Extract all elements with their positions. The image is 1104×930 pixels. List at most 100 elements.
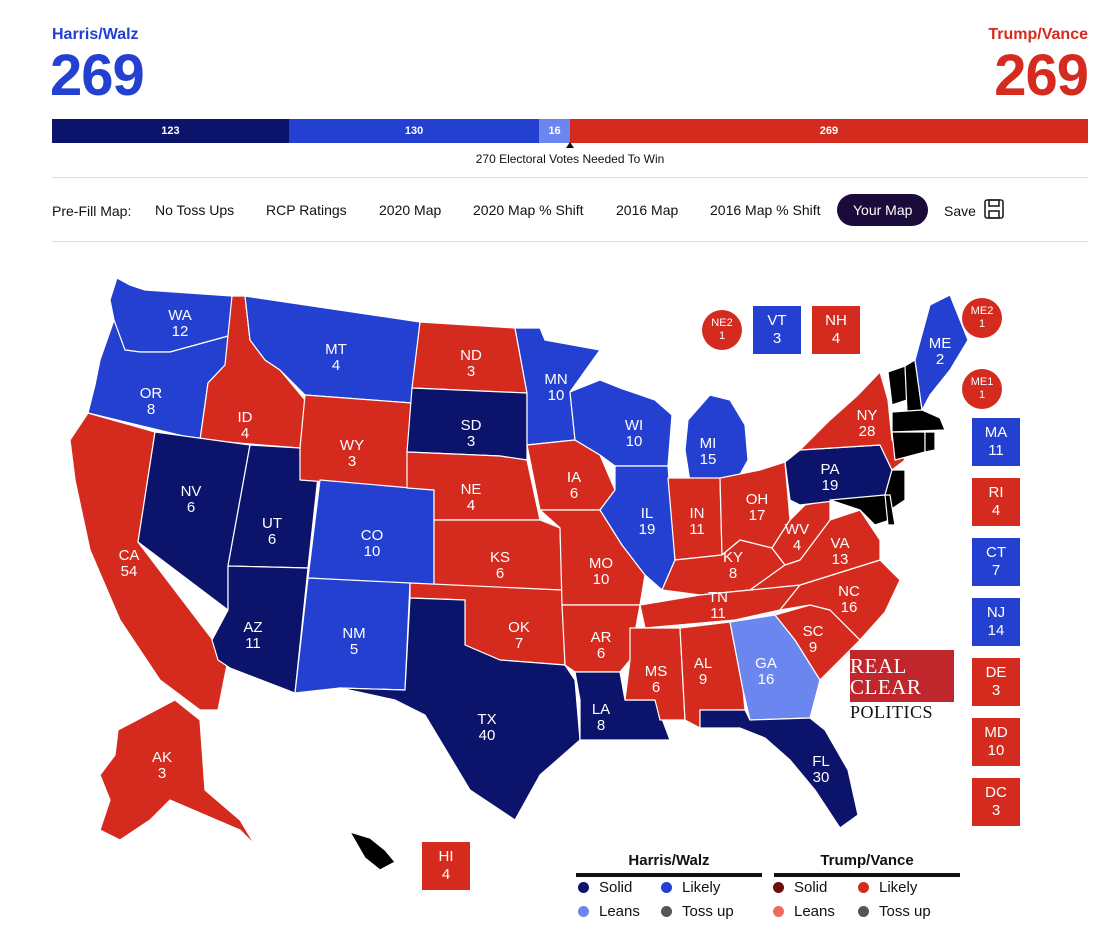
state-label-wi: WI 10	[625, 417, 643, 450]
trump-vance-total: 269	[994, 43, 1089, 108]
bar-segment-label: 123	[161, 125, 180, 137]
state-label-in: IN 11	[689, 505, 705, 538]
district-abbr: ME1	[970, 376, 994, 388]
box-md[interactable]: MD 10	[972, 718, 1020, 766]
state-mi[interactable]	[684, 394, 749, 483]
state-label-mt: MT 4	[325, 341, 347, 374]
state-labels-layer: WA 12 OR 8 CA 54 ID 4 NV 6 UT 6 AZ 11 MT 4 WY 3 C…	[119, 307, 952, 786]
prefill-your-map-button[interactable]: Your Map	[837, 194, 929, 226]
state-ri[interactable]	[924, 431, 936, 453]
logo-text-clear: CLEAR	[850, 675, 922, 699]
legend-harris-solid: Solid	[578, 879, 632, 896]
legend-harris-title: Harris/Walz	[576, 852, 762, 877]
state-vt[interactable]	[887, 365, 908, 406]
bar-segment-label: 130	[404, 125, 424, 137]
box-ev: 4	[831, 330, 841, 347]
save-button[interactable]: Save	[944, 203, 976, 219]
legend-label: Likely	[682, 879, 721, 896]
bar-segment-label: 16	[548, 125, 561, 137]
bar-segment-label: 269	[819, 125, 839, 137]
state-fl[interactable]	[699, 709, 859, 829]
state-ma[interactable]	[891, 409, 946, 433]
legend-label: Likely	[879, 879, 918, 896]
state-ny[interactable]	[799, 371, 906, 471]
state-label-ne: NE 4	[461, 481, 482, 514]
box-abbr: NJ	[986, 604, 1006, 621]
state-md[interactable]	[829, 494, 891, 526]
legend-label: Toss up	[682, 903, 734, 920]
box-ri[interactable]: RI 4	[972, 478, 1020, 526]
logo-red-block	[850, 650, 954, 702]
state-label-ga: GA 16	[755, 655, 777, 688]
box-vt[interactable]: VT 3	[753, 306, 801, 354]
legend-trump-leans: Leans	[773, 903, 835, 920]
bar-segment-dem-solid: 123	[52, 119, 289, 143]
prefill-2016-map-button[interactable]: 2016 Map	[616, 202, 679, 218]
state-label-ks: KS 6	[490, 549, 510, 582]
box-ev: 3	[991, 802, 1001, 819]
majority-marker	[566, 142, 574, 148]
box-abbr: DC	[985, 784, 1007, 801]
prefill-rcp-ratings-button[interactable]: RCP Ratings	[266, 202, 347, 218]
box-abbr: CT	[986, 544, 1006, 561]
state-label-ky: KY 8	[723, 549, 743, 582]
box-de[interactable]: DE 3	[972, 658, 1020, 706]
state-label-wa: WA 12	[168, 307, 192, 340]
state-label-ak: AK 3	[152, 749, 172, 782]
prefill-2016-shift-button[interactable]: 2016 Map % Shift	[710, 202, 821, 218]
district-abbr: NE2	[711, 317, 733, 329]
state-wi[interactable]	[569, 379, 673, 467]
state-az[interactable]	[211, 565, 309, 694]
box-ev: 14	[987, 622, 1005, 639]
logo-text-real: REAL	[850, 654, 907, 678]
bar-segment-dem-leans: 16	[539, 119, 570, 143]
legend-dot	[773, 906, 784, 917]
legend-trump-title: Trump/Vance	[774, 852, 960, 877]
state-hi[interactable]	[349, 831, 396, 871]
state-label-ca: CA 54	[119, 547, 140, 580]
box-ev: 4	[441, 866, 451, 883]
state-de[interactable]	[884, 494, 896, 526]
box-hi[interactable]: HI 4	[422, 842, 470, 890]
prefill-2020-shift-button[interactable]: 2020 Map % Shift	[473, 202, 584, 218]
state-label-ar: AR 6	[591, 629, 612, 662]
prefill-no-toss-ups-button[interactable]: No Toss Ups	[155, 202, 235, 218]
box-ev: 4	[991, 502, 1001, 519]
legend-trump-tossup: Toss up	[858, 903, 931, 920]
box-nj[interactable]: NJ 14	[972, 598, 1020, 646]
legend-dot	[661, 882, 672, 893]
floppy-disk-icon[interactable]	[983, 198, 1005, 220]
state-tx[interactable]	[339, 597, 581, 821]
state-wv[interactable]	[771, 499, 831, 566]
district-me2[interactable]: ME2 1	[962, 298, 1002, 338]
legend-dot	[773, 882, 784, 893]
state-label-pa: PA 19	[821, 461, 840, 494]
box-nh[interactable]: NH 4	[812, 306, 860, 354]
harris-walz-total: 269	[50, 43, 145, 108]
state-ct[interactable]	[891, 431, 926, 461]
legend-trump-likely: Likely	[858, 879, 917, 896]
box-ev: 7	[991, 562, 1001, 579]
state-me[interactable]	[914, 294, 969, 411]
district-me1[interactable]: ME1 1	[962, 369, 1002, 409]
district-ev: 1	[978, 318, 986, 330]
state-la[interactable]	[574, 671, 671, 741]
state-label-or: OR 8	[140, 385, 163, 418]
district-ne2[interactable]: NE2 1	[702, 310, 742, 350]
states-layer	[69, 277, 969, 871]
state-ak[interactable]	[99, 699, 256, 846]
box-dc[interactable]: DC 3	[972, 778, 1020, 826]
legend-harris-leans: Leans	[578, 903, 640, 920]
box-abbr: VT	[767, 312, 787, 329]
legend-label: Solid	[794, 879, 828, 896]
trump-vance-name: Trump/Vance	[988, 26, 1088, 43]
legend-label: Toss up	[879, 903, 931, 920]
legend-harris-tossup: Toss up	[661, 903, 734, 920]
box-ma[interactable]: MA 11	[972, 418, 1020, 466]
box-ct[interactable]: CT 7	[972, 538, 1020, 586]
state-label-fl: FL 30	[812, 753, 830, 786]
legend-dot	[858, 882, 869, 893]
prefill-2020-map-button[interactable]: 2020 Map	[379, 202, 442, 218]
state-label-nm: NM 5	[342, 625, 365, 658]
state-label-ut: UT 6	[262, 515, 282, 548]
